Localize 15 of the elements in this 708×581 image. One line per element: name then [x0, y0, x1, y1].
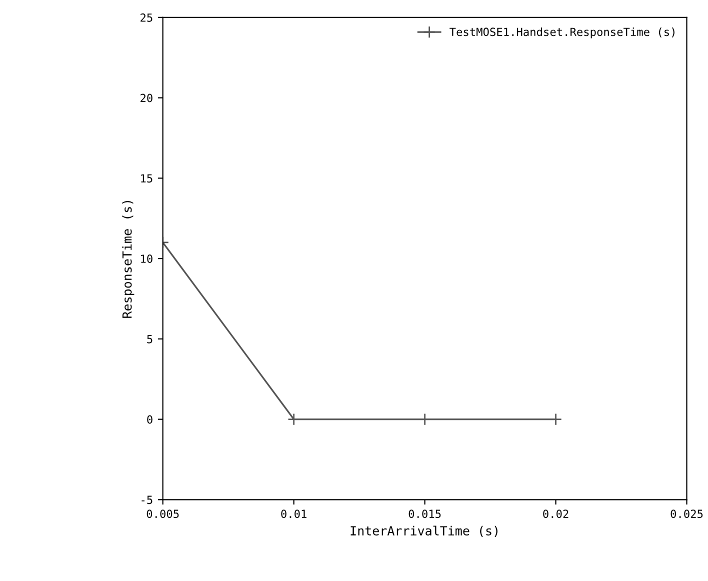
y-axis-title: ResponseTime (s) [122, 200, 134, 318]
x-axis-title: InterArrivalTime (s) [350, 526, 498, 537]
x-tick-label: 0.005 [146, 510, 179, 518]
x-tick-label: 0.025 [670, 510, 703, 518]
legend-label: TestMOSE1.Handset.ResponseTime (s) [450, 27, 674, 38]
y-tick-label: 10 [141, 254, 152, 263]
y-tick-label: 20 [140, 94, 152, 102]
x-tick-label: 0.01 [281, 510, 306, 518]
y-tick-label: 25 [140, 13, 152, 22]
y-tick-label: 0 [147, 415, 152, 424]
y-tick-label: 5 [147, 335, 152, 344]
x-tick-label: 0.02 [543, 510, 568, 518]
y-tick-label: 15 [141, 174, 152, 183]
x-tick-label: 0.015 [408, 510, 441, 518]
y-tick-label: -5 [142, 496, 152, 504]
